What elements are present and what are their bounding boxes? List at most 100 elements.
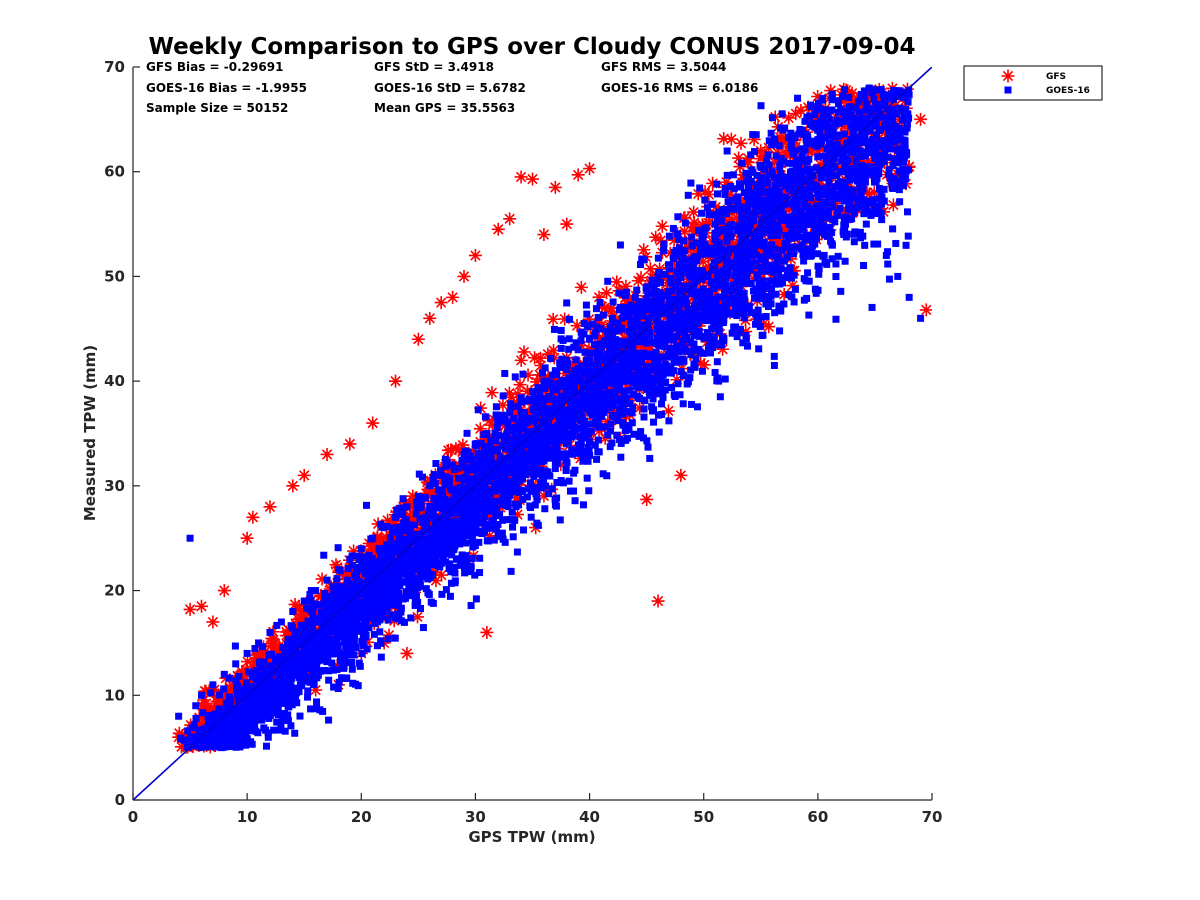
data-point	[329, 666, 337, 674]
data-point	[510, 395, 524, 409]
data-point	[477, 439, 485, 447]
data-point	[293, 611, 307, 625]
data-point	[389, 529, 403, 543]
data-point	[465, 444, 479, 458]
data-point	[355, 552, 363, 560]
data-point	[814, 136, 822, 144]
data-point	[641, 342, 655, 356]
data-point	[386, 534, 394, 542]
data-point	[889, 225, 897, 233]
data-point	[732, 151, 746, 165]
data-point	[876, 143, 884, 151]
data-point	[558, 360, 566, 368]
data-point	[730, 211, 744, 225]
data-point	[619, 279, 633, 293]
data-point	[473, 422, 487, 436]
data-point	[667, 233, 681, 247]
data-point	[849, 129, 857, 137]
data-point	[660, 353, 668, 361]
data-point	[654, 296, 662, 304]
data-point	[529, 484, 537, 492]
data-point	[877, 86, 885, 94]
data-point	[403, 509, 417, 523]
data-point	[873, 195, 881, 203]
data-point	[430, 471, 438, 479]
data-point	[518, 413, 526, 421]
data-point	[467, 491, 475, 499]
data-point	[246, 510, 260, 524]
data-point	[614, 343, 622, 351]
data-point	[857, 91, 865, 99]
data-point	[540, 412, 548, 420]
data-point	[616, 435, 624, 443]
data-point	[715, 303, 723, 311]
data-point	[747, 272, 761, 286]
data-point	[655, 219, 669, 233]
data-point	[778, 246, 786, 254]
data-point	[388, 514, 402, 528]
data-point	[201, 704, 215, 718]
data-point	[773, 260, 781, 268]
data-point	[655, 268, 663, 276]
data-point	[628, 409, 636, 417]
data-point	[480, 625, 494, 639]
data-point	[434, 296, 448, 310]
data-point	[382, 628, 396, 642]
data-point	[571, 168, 585, 182]
data-point	[919, 303, 932, 317]
data-point	[755, 345, 763, 353]
data-point	[841, 146, 849, 154]
data-point	[673, 230, 681, 238]
data-point	[390, 524, 398, 532]
data-point	[455, 467, 469, 481]
data-point	[355, 556, 363, 564]
data-point	[363, 563, 371, 571]
data-point	[860, 262, 868, 270]
data-point	[777, 287, 791, 301]
data-point	[677, 211, 691, 225]
data-point	[437, 559, 445, 567]
data-point	[696, 348, 704, 356]
data-point	[415, 505, 429, 519]
data-point	[832, 161, 846, 175]
data-point	[334, 685, 342, 693]
data-point	[818, 152, 826, 160]
data-point	[806, 252, 814, 260]
data-point	[533, 459, 541, 467]
data-point	[852, 156, 860, 164]
data-point	[615, 289, 623, 297]
data-point	[874, 144, 888, 158]
data-point	[460, 457, 474, 471]
data-point	[381, 513, 395, 527]
data-point	[719, 226, 727, 234]
data-point	[290, 602, 304, 616]
data-point	[320, 551, 328, 559]
data-point	[492, 403, 500, 411]
data-point	[768, 155, 782, 169]
data-point	[451, 577, 459, 585]
data-point	[251, 645, 259, 653]
data-point	[770, 361, 778, 369]
data-point	[622, 292, 630, 300]
data-point	[787, 137, 795, 145]
data-point	[496, 398, 510, 412]
data-point	[449, 442, 463, 456]
data-point	[885, 135, 893, 143]
data-point	[544, 417, 552, 425]
data-point	[821, 134, 829, 142]
data-point	[623, 422, 631, 430]
data-point	[880, 197, 888, 205]
data-point	[315, 572, 329, 586]
data-point	[897, 107, 905, 115]
data-point	[721, 278, 729, 286]
data-point	[702, 224, 710, 232]
data-point	[547, 351, 561, 365]
data-point	[258, 645, 272, 659]
data-point	[622, 294, 636, 308]
data-point	[849, 186, 857, 194]
data-point	[774, 221, 782, 229]
data-point	[603, 472, 611, 480]
data-point	[640, 413, 648, 421]
data-point	[371, 597, 379, 605]
data-point	[344, 565, 352, 573]
